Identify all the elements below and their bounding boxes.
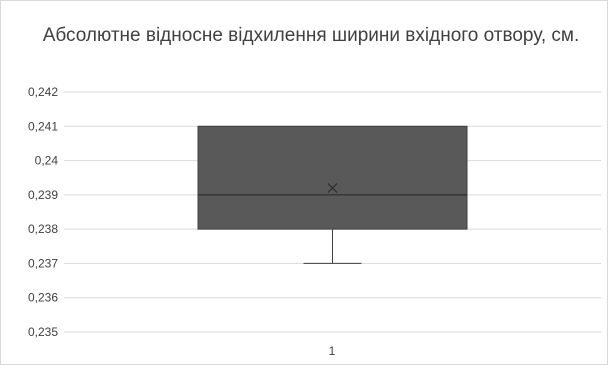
y-tick-label: 0,241 [28,119,58,133]
y-tick-label: 0,236 [28,291,58,305]
box-iqr [197,125,468,230]
y-tick-label: 0,237 [28,256,58,270]
mean-marker [327,183,338,193]
y-tick-label: 0,242 [28,85,58,99]
y-tick-label: 0,239 [28,188,58,202]
chart-title: Абсолютне відносне відхилення ширини вхі… [42,25,580,46]
x-tick-label: 1 [329,344,336,358]
y-tick-label: 0,24 [35,154,59,168]
y-tick-label: 0,235 [28,325,58,339]
y-tick-label: 0,238 [28,222,58,236]
